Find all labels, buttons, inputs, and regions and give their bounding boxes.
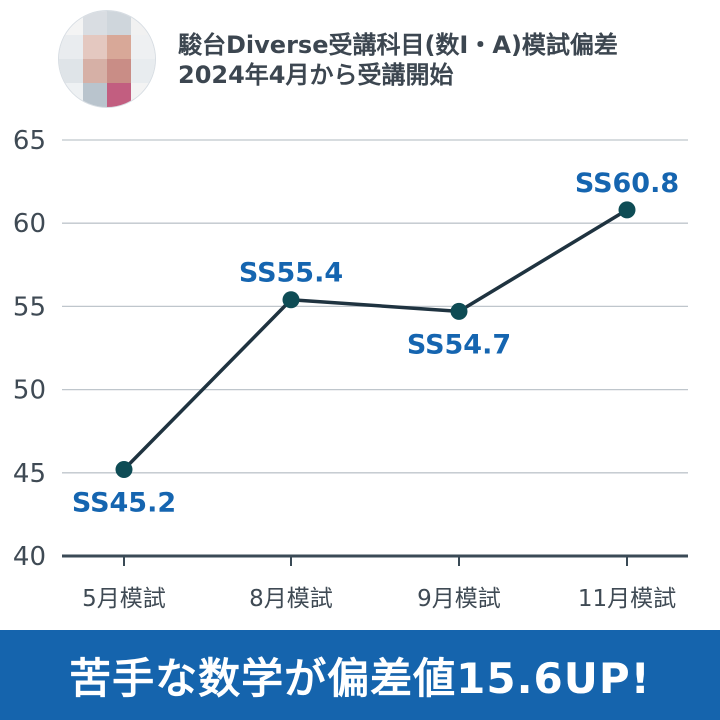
blurred-avatar-image — [59, 11, 155, 107]
avatar — [58, 10, 156, 108]
data-point — [450, 302, 468, 320]
x-tick-label: 11月模試 — [578, 586, 676, 612]
data-label: SS45.2 — [72, 487, 176, 518]
title-line-1: 駿台Diverse受講科目(数Ⅰ・A)模試偏差 — [178, 31, 618, 59]
chart-title: 駿台Diverse受講科目(数Ⅰ・A)模試偏差 2024年4月から受講開始 — [178, 30, 618, 90]
data-label: SS60.8 — [575, 168, 679, 199]
y-tick-label: 60 — [13, 209, 46, 239]
title-line-2: 2024年4月から受講開始 — [178, 61, 454, 89]
header: 駿台Diverse受講科目(数Ⅰ・A)模試偏差 2024年4月から受講開始 — [0, 0, 720, 120]
x-tick-label: 9月模試 — [417, 586, 501, 612]
data-label: SS55.4 — [239, 258, 343, 289]
data-point — [115, 460, 133, 478]
y-tick-label: 45 — [13, 459, 46, 489]
result-banner: 苦手な数学が偏差値15.6UP! — [0, 630, 720, 720]
x-tick-label: 5月模試 — [82, 586, 166, 612]
y-tick-label: 55 — [13, 292, 46, 322]
y-tick-label: 50 — [13, 376, 46, 406]
data-label: SS54.7 — [407, 329, 511, 360]
y-tick-label: 40 — [13, 542, 46, 572]
data-point — [618, 201, 636, 219]
y-tick-label: 65 — [13, 126, 46, 156]
series-line — [122, 208, 628, 471]
banner-text: 苦手な数学が偏差値15.6UP! — [69, 653, 651, 703]
line-chart: 40 45 50 55 60 65 5月模試 8月模試 9月模試 11月模試 SS45.2 SS55.… — [13, 126, 688, 612]
data-point — [282, 291, 300, 309]
x-tick-label: 8月模試 — [249, 586, 333, 612]
